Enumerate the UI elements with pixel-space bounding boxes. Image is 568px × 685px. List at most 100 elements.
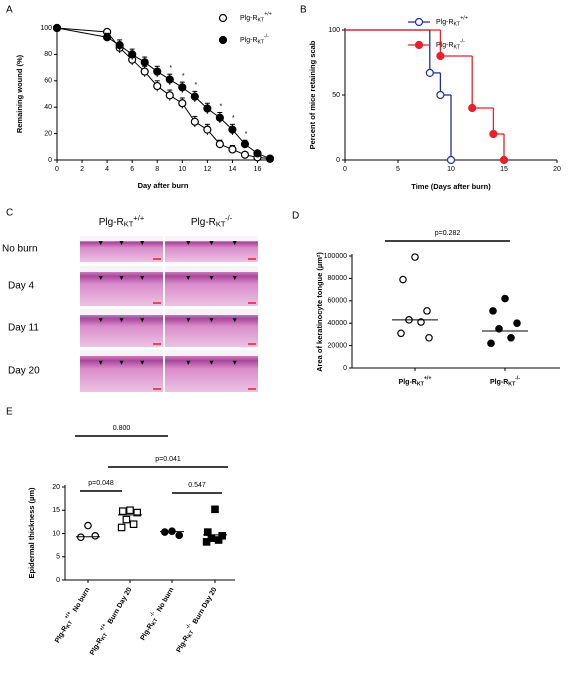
p-value: 0.800 [113, 425, 131, 432]
data-point [84, 521, 92, 530]
label-sup: +/+ [99, 623, 108, 633]
arrowhead [140, 276, 145, 280]
panel-letter: A [6, 5, 13, 16]
p-value: 0.547 [188, 482, 206, 489]
data-point [203, 125, 212, 134]
arrowhead [119, 241, 124, 246]
x-tick-label: 10 [178, 166, 186, 173]
data-point [52, 23, 62, 33]
y-tick-label: 20 [44, 130, 52, 137]
panel-letter: C [6, 208, 13, 219]
y-tick-label: 50 [332, 92, 340, 99]
label-sub: KT [454, 22, 462, 28]
label-sub: KT [124, 219, 134, 228]
label-text: Plg-R [436, 42, 454, 49]
significance-mark: * [194, 82, 197, 89]
category-label: Plg-RKT-/- [490, 376, 520, 388]
label-suffix: Burn Day 20 [107, 586, 134, 625]
data-point [499, 155, 509, 165]
x-tick-label: 6 [130, 166, 134, 173]
category-label: Plg-RKT+/+Burn Day 20 [86, 585, 135, 658]
y-tick-label: 40000 [328, 320, 348, 327]
arrowhead [140, 241, 145, 246]
data-point [178, 83, 187, 92]
data-point [240, 150, 250, 159]
histology-image [80, 350, 163, 392]
data-point [215, 113, 224, 122]
histology-background [165, 236, 258, 242]
label-text: Plg-R [436, 19, 454, 26]
label-sup: -/- [515, 376, 520, 382]
x-tick-label: 20 [553, 166, 561, 173]
p-value: p=0.282 [435, 230, 461, 237]
data-point [240, 140, 250, 149]
label-sup: -/- [149, 611, 157, 619]
arrowhead [140, 318, 145, 323]
legend-marker [414, 40, 424, 50]
arrowhead [98, 360, 103, 365]
x-tick-label: 16 [254, 166, 262, 173]
label-suffix: No burn [72, 586, 91, 613]
y-tick-label: 80000 [328, 275, 348, 282]
label-sub: KT [66, 620, 75, 630]
data-point [103, 33, 112, 42]
arrowhead [186, 241, 191, 246]
data-point [417, 318, 425, 326]
data-point [489, 129, 498, 139]
data-point [115, 41, 124, 50]
y-tick-label: 80 [44, 51, 52, 58]
x-tick-label: 15 [500, 166, 508, 173]
data-point [468, 103, 477, 113]
data-point [423, 307, 431, 315]
label-sup: +/+ [133, 213, 144, 222]
data-point [489, 307, 497, 315]
significance-mark: * [220, 103, 223, 110]
arrowhead [209, 241, 214, 246]
data-point [228, 125, 237, 134]
data-point [425, 333, 433, 342]
x-tick-label: 0 [55, 166, 59, 173]
y-tick-label: 40 [44, 104, 52, 111]
category-label: Plg-RKT+/+ [399, 376, 432, 388]
y-tick-label: 0 [343, 365, 347, 372]
data-point [228, 145, 237, 154]
data-point [165, 91, 174, 100]
label-sup: +/+ [64, 611, 73, 621]
y-tick-label: 100 [328, 27, 340, 34]
p-value: p=0.041 [155, 456, 181, 463]
data-point [425, 68, 434, 78]
category-label: Plg-RKT+/+No burn [51, 585, 93, 645]
label-text: Plg-R [240, 15, 258, 22]
arrowhead [232, 276, 237, 280]
label-sub: KT [258, 18, 266, 24]
y-tick-label: 60 [44, 78, 52, 85]
histology-background [80, 309, 163, 315]
legend-label: Plg-RKT+/+ [436, 16, 468, 28]
column-header: Plg-RKT-/- [191, 213, 233, 228]
arrowhead [232, 360, 237, 365]
data-point [411, 253, 419, 261]
label-suffix: No burn [156, 586, 175, 613]
label-sub: KT [258, 40, 266, 46]
arrowhead [209, 318, 214, 323]
data-point [190, 117, 199, 126]
histology-image [165, 309, 258, 347]
label-suffix: Burn Day 20 [192, 586, 219, 625]
data-point [487, 339, 495, 348]
y-tick-label: 100 [40, 25, 52, 32]
x-tick-label: 0 [343, 166, 347, 173]
legend-label: Plg-RKT-/- [240, 34, 269, 46]
arrowhead [119, 276, 124, 280]
label-sub: KT [187, 629, 196, 639]
label-sub: KT [151, 617, 160, 627]
p-value: p=0.048 [88, 480, 114, 487]
arrowhead [186, 360, 191, 365]
histology-image [165, 266, 258, 306]
significance-mark: * [169, 65, 172, 72]
label-text: Plg-R [490, 379, 508, 386]
y-tick-label: 100000 [324, 253, 347, 260]
row-label: No burn [2, 244, 38, 255]
data-point [265, 154, 275, 163]
data-point [513, 319, 521, 328]
y-tick-label: 10 [52, 530, 60, 537]
